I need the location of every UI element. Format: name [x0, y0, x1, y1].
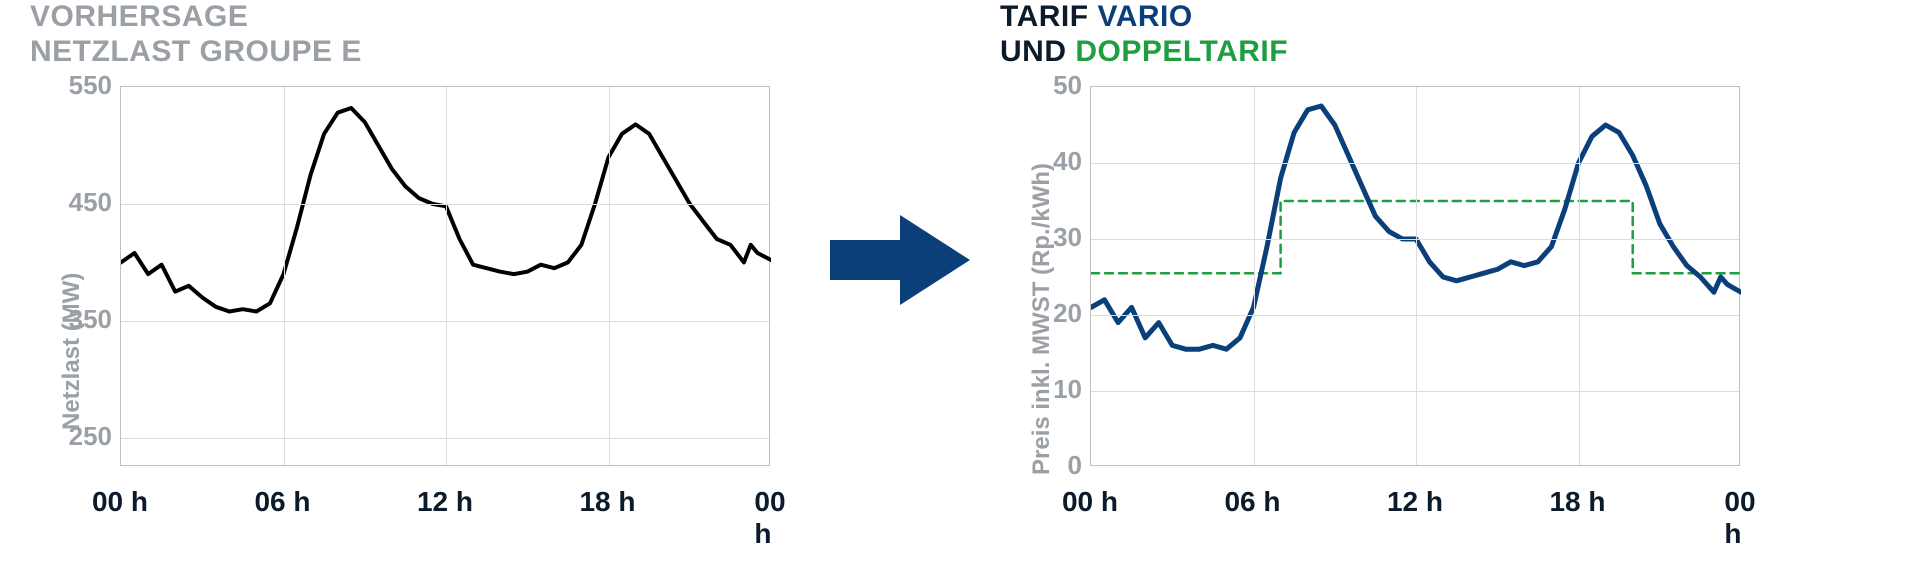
tariff-title-prefix: TARIF — [1000, 0, 1097, 33]
x-tick-label: 06 h — [1224, 486, 1280, 518]
x-tick-label: 00 h — [1062, 486, 1118, 518]
y-tick-label: 10 — [1012, 374, 1082, 405]
x-tick-label: 12 h — [1387, 486, 1443, 518]
tariff-title-doppel: DOPPELTARIF — [1075, 35, 1288, 68]
forecast-y-axis-label: Netzlast (MW) — [58, 273, 86, 430]
x-tick-label: 00 h — [92, 486, 148, 518]
y-tick-label: 20 — [1012, 298, 1082, 329]
x-tick-label: 18 h — [579, 486, 635, 518]
forecast-title-line2: NETZLAST GROUPE E — [30, 35, 362, 68]
forecast-chart — [120, 86, 770, 466]
y-tick-label: 450 — [42, 187, 112, 218]
x-tick-label: 18 h — [1549, 486, 1605, 518]
y-tick-label: 50 — [1012, 70, 1082, 101]
y-tick-label: 550 — [42, 70, 112, 101]
y-tick-label: 350 — [42, 304, 112, 335]
x-tick-label: 00 h — [1724, 486, 1755, 550]
forecast-panel: VORHERSAGE NETZLAST GROUPE E Netzlast (M… — [30, 0, 800, 466]
y-tick-label: 250 — [42, 421, 112, 452]
y-tick-label: 30 — [1012, 222, 1082, 253]
forecast-title-line1: VORHERSAGE — [30, 0, 248, 33]
y-tick-label: 40 — [1012, 146, 1082, 177]
tariff-title-und: UND — [1000, 35, 1075, 68]
tariff-panel: TARIF VARIO UND DOPPELTARIF Preis inkl. … — [1000, 0, 1770, 466]
tariff-title: TARIF VARIO UND DOPPELTARIF — [1000, 0, 1770, 80]
tariff-title-vario: VARIO — [1097, 0, 1192, 33]
forecast-title: VORHERSAGE NETZLAST GROUPE E — [30, 0, 800, 80]
arrow-icon — [800, 0, 1000, 520]
x-tick-label: 00 h — [754, 486, 785, 550]
x-tick-label: 06 h — [254, 486, 310, 518]
y-tick-label: 0 — [1012, 450, 1082, 481]
tariff-chart — [1090, 86, 1740, 466]
x-tick-label: 12 h — [417, 486, 473, 518]
